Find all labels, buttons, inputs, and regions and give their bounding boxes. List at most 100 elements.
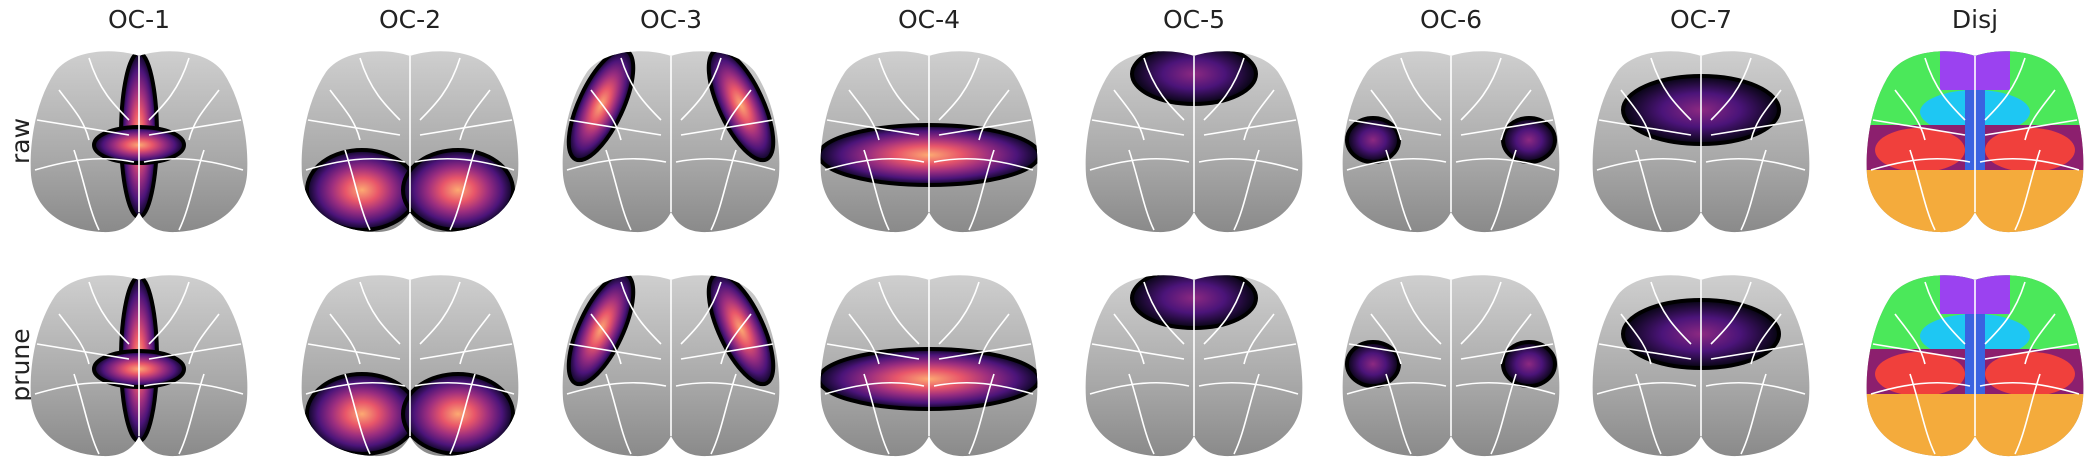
region-boundary bbox=[419, 119, 513, 136]
brain-map bbox=[566, 275, 776, 455]
column-title: OC-6 bbox=[1420, 5, 1482, 34]
region-boundary bbox=[605, 373, 632, 455]
region-boundary bbox=[329, 313, 361, 365]
brain-panel bbox=[1592, 51, 1810, 233]
region-boundary bbox=[1091, 119, 1185, 136]
region-boundary bbox=[307, 119, 401, 136]
region-boundary bbox=[1385, 149, 1412, 231]
region-boundary bbox=[34, 381, 135, 395]
region-boundary bbox=[1598, 343, 1692, 360]
brain-panel bbox=[1342, 51, 1560, 233]
region-boundary bbox=[590, 313, 622, 365]
region-boundary bbox=[1500, 313, 1532, 365]
region-boundary bbox=[1460, 57, 1502, 121]
brain-panel bbox=[820, 275, 1038, 457]
region-boundary bbox=[1620, 89, 1652, 141]
region-boundary bbox=[675, 157, 776, 171]
region-boundary bbox=[2014, 149, 2041, 231]
region-boundary bbox=[1924, 281, 1966, 345]
region-boundary bbox=[1490, 373, 1517, 455]
region-boundary bbox=[1500, 89, 1532, 141]
region-boundary bbox=[824, 381, 925, 395]
region-boundary bbox=[1894, 89, 1926, 141]
region-boundary bbox=[1113, 313, 1145, 365]
region-boundary bbox=[449, 373, 476, 455]
region-boundary bbox=[1984, 119, 2078, 136]
brain-map bbox=[566, 51, 776, 231]
brain-panel bbox=[562, 275, 780, 457]
region-boundary bbox=[1979, 381, 2080, 395]
brain-map bbox=[1089, 51, 1299, 231]
region-boundary bbox=[938, 57, 980, 121]
row-label: prune bbox=[6, 328, 35, 401]
activation-blob bbox=[305, 148, 419, 232]
region-boundary bbox=[878, 281, 920, 345]
region-boundary bbox=[938, 343, 1032, 360]
activation-blob bbox=[305, 372, 419, 456]
region-boundary bbox=[1198, 381, 1299, 395]
region-boundary bbox=[1598, 119, 1692, 136]
region-boundary bbox=[1370, 313, 1402, 365]
region-boundary bbox=[620, 281, 662, 345]
brain-map bbox=[1089, 275, 1299, 455]
region-boundary bbox=[620, 57, 662, 121]
brain-map bbox=[1866, 275, 2084, 457]
activation-blob bbox=[566, 275, 636, 387]
region-boundary bbox=[566, 381, 667, 395]
region-boundary bbox=[1460, 281, 1502, 345]
brain-map bbox=[305, 280, 515, 456]
region-boundary bbox=[459, 313, 491, 365]
region-boundary bbox=[359, 57, 401, 121]
region-boundary bbox=[1089, 157, 1190, 171]
region-boundary bbox=[968, 149, 995, 231]
parcel-region bbox=[1985, 128, 2075, 172]
region-boundary bbox=[1984, 281, 2026, 345]
region-boundary bbox=[1346, 157, 1447, 171]
brain-panel bbox=[301, 275, 519, 457]
region-boundary bbox=[2024, 313, 2056, 365]
region-boundary bbox=[419, 281, 461, 345]
region-boundary bbox=[1650, 57, 1692, 121]
region-boundary bbox=[680, 57, 722, 121]
column-title: OC-7 bbox=[1670, 5, 1732, 34]
activation-blob bbox=[401, 148, 515, 232]
region-boundary bbox=[58, 89, 90, 141]
region-boundary bbox=[1243, 89, 1275, 141]
region-boundary bbox=[344, 373, 371, 455]
region-boundary bbox=[878, 57, 920, 121]
brain-map bbox=[820, 56, 1038, 231]
brain-panel bbox=[301, 51, 519, 233]
region-boundary bbox=[148, 119, 242, 136]
region-boundary bbox=[419, 57, 461, 121]
region-boundary bbox=[1113, 89, 1145, 141]
region-boundary bbox=[1635, 373, 1662, 455]
region-boundary bbox=[1203, 281, 1245, 345]
region-boundary bbox=[1979, 157, 2080, 171]
region-boundary bbox=[826, 343, 920, 360]
region-boundary bbox=[449, 149, 476, 231]
region-boundary bbox=[148, 281, 190, 345]
region-boundary bbox=[148, 343, 242, 360]
column-title: OC-4 bbox=[898, 5, 960, 34]
region-boundary bbox=[1370, 89, 1402, 141]
brain-panel bbox=[1342, 275, 1560, 457]
region-boundary bbox=[36, 119, 130, 136]
region-boundary bbox=[344, 149, 371, 231]
region-boundary bbox=[178, 373, 205, 455]
region-boundary bbox=[1233, 149, 1260, 231]
region-boundary bbox=[1455, 381, 1556, 395]
region-boundary bbox=[978, 89, 1010, 141]
region-boundary bbox=[1750, 313, 1782, 365]
region-boundary bbox=[680, 343, 774, 360]
region-boundary bbox=[178, 149, 205, 231]
region-boundary bbox=[1203, 343, 1297, 360]
column-title: Disj bbox=[1952, 5, 1998, 34]
region-boundary bbox=[1198, 157, 1299, 171]
region-boundary bbox=[34, 157, 135, 171]
brain-map bbox=[305, 56, 515, 232]
region-boundary bbox=[305, 157, 406, 171]
region-boundary bbox=[1710, 119, 1804, 136]
brain-map bbox=[34, 51, 244, 231]
region-boundary bbox=[1894, 313, 1926, 365]
brain-map bbox=[820, 280, 1038, 455]
